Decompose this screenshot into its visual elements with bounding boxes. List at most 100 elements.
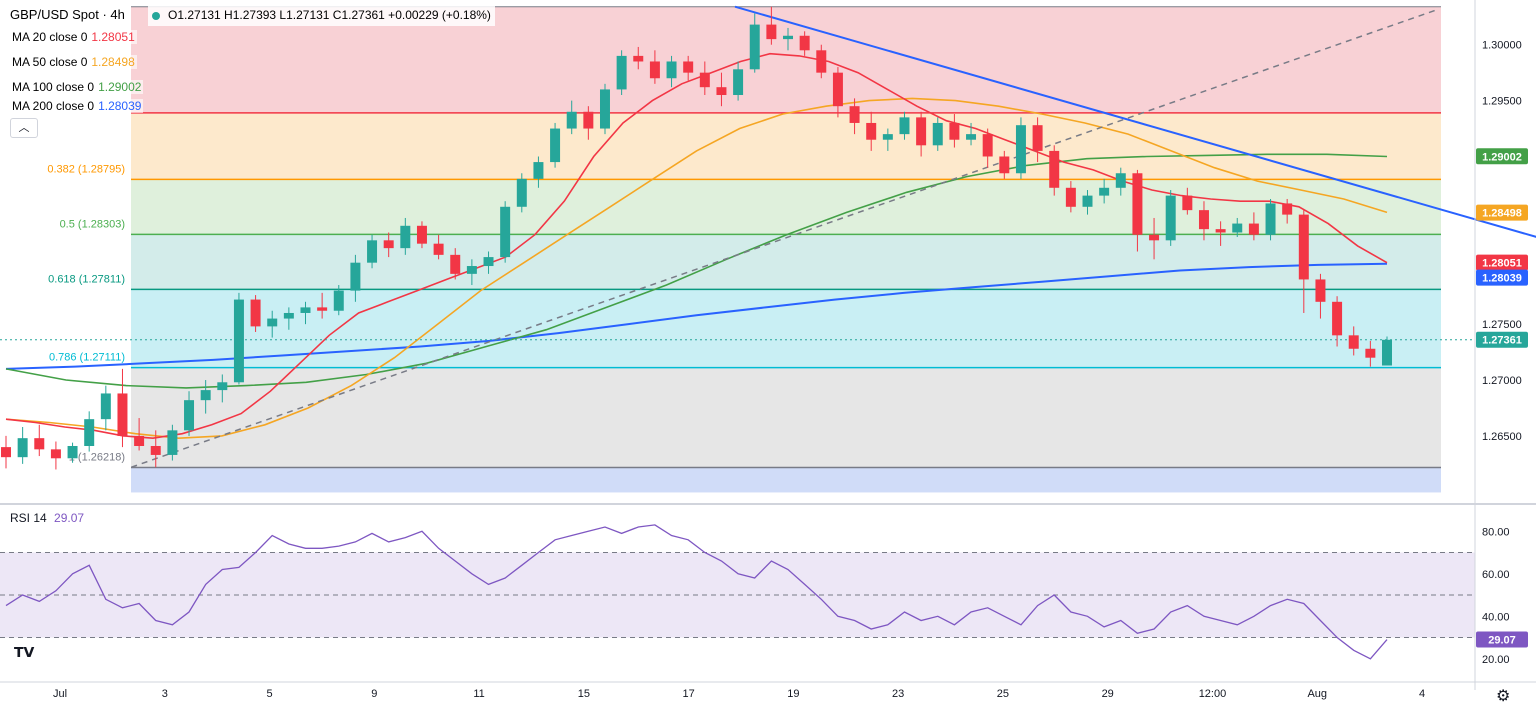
candle [317, 307, 328, 311]
candle [1382, 339, 1392, 366]
candle [799, 35, 810, 51]
price-label-badge [1476, 204, 1528, 221]
time-tick-label: Aug [1307, 688, 1327, 700]
candle [1315, 279, 1326, 302]
candle [167, 430, 178, 455]
price-label-badge [1476, 331, 1528, 348]
fib-label: 0.618 (1.27811) [48, 273, 125, 285]
rsi-legend[interactable]: RSI 14 29.07 [10, 511, 84, 525]
candle [1099, 187, 1110, 196]
candle [1165, 195, 1176, 241]
candle [1082, 195, 1093, 207]
fib-label: 0.786 (1.27111) [49, 352, 125, 364]
candle [1132, 173, 1143, 235]
price-label-text: 1.29002 [1482, 151, 1522, 163]
downtrend-line [734, 5, 1536, 238]
ohlc-readout: O1.27131 H1.27393 L1.27131 C1.27361 +0.0… [148, 4, 495, 26]
ma200-value: 1.28039 [98, 99, 142, 113]
candle [866, 122, 877, 140]
symbol-title[interactable]: GBP/USD Spot · 4h [10, 7, 125, 22]
price-label-text: 1.28039 [1482, 273, 1522, 285]
candle [416, 225, 427, 244]
price-label-text: 1.28051 [1482, 258, 1522, 270]
fib-zone [131, 112, 1441, 180]
price-label-badge [1476, 254, 1528, 271]
candle [649, 61, 660, 79]
indicator-ma100[interactable]: MA 100 close 0 1.29002 [10, 80, 144, 94]
candle [666, 61, 677, 79]
ma50-value: 1.28498 [91, 55, 135, 69]
candle [117, 393, 128, 436]
candle [1332, 301, 1343, 336]
gear-icon[interactable]: ⚙ [1496, 688, 1511, 705]
price-tick-label: 1.27500 [1482, 319, 1522, 331]
tradingview-logo-icon[interactable]: 𝗧𝗩 [14, 644, 35, 660]
candle [899, 117, 910, 135]
candle [17, 438, 28, 458]
candle [283, 312, 294, 319]
candle [533, 162, 544, 179]
candle [134, 435, 145, 446]
candle [599, 89, 610, 129]
chart-title[interactable]: GBP/USD Spot · 4h [4, 4, 131, 26]
candle [999, 156, 1010, 174]
candle [1348, 335, 1359, 349]
candle [50, 449, 61, 459]
price-tick-label: 1.27000 [1482, 375, 1522, 387]
candle [716, 87, 727, 96]
chevron-up-icon: ︿ [18, 122, 30, 134]
indicator-ma200[interactable]: MA 200 close 0 1.28039 [10, 99, 144, 113]
price-tick-label: 1.29500 [1482, 96, 1522, 108]
candle [832, 72, 843, 107]
indicator-ma20[interactable]: MA 20 close 0 1.28051 [10, 30, 137, 44]
ma20-line [5, 52, 1388, 440]
candle [1265, 203, 1276, 235]
fib-label: 0.5 (1.28303) [60, 218, 125, 230]
collapse-legend-button[interactable]: ︿ [10, 118, 38, 138]
price-label-text: 1.27361 [1482, 335, 1522, 347]
time-tick-label: 23 [892, 688, 904, 700]
candle [1215, 229, 1226, 233]
ma20-value: 1.28051 [91, 30, 135, 44]
candle [766, 24, 777, 40]
candle [816, 50, 827, 73]
rsi-tick-label: 40.00 [1482, 611, 1510, 623]
time-tick-label: 17 [682, 688, 694, 700]
fib-zone [131, 289, 1441, 368]
time-tick-label: 5 [266, 688, 272, 700]
rsi-tick-label: 20.00 [1482, 654, 1510, 666]
ma200-label: MA 200 close 0 [12, 99, 95, 113]
time-tick-label: 25 [997, 688, 1009, 700]
candle [267, 318, 278, 327]
rsi-value-badge-text: 29.07 [1488, 634, 1516, 646]
candle [966, 134, 977, 140]
candle [400, 225, 411, 249]
candle [566, 111, 577, 129]
candle [34, 438, 45, 450]
candle [633, 55, 644, 62]
fib-zone-bottom [131, 467, 1441, 493]
rsi-line [5, 524, 1388, 660]
fib-zone [131, 179, 1441, 235]
candle [882, 134, 893, 140]
rsi-tick-label: 80.00 [1482, 526, 1510, 538]
candle [1015, 125, 1026, 174]
time-tick-label: 12:00 [1199, 688, 1227, 700]
indicator-ma50[interactable]: MA 50 close 0 1.28498 [10, 55, 137, 69]
fib-zone [131, 367, 1441, 468]
candle [500, 206, 511, 258]
candle [383, 240, 394, 249]
candle [733, 69, 744, 96]
rsi-value-badge [1476, 631, 1528, 648]
candle [1115, 173, 1126, 188]
price-label-text: 1.28498 [1482, 208, 1522, 220]
ohlc-text: O1.27131 H1.27393 L1.27131 C1.27361 +0.0… [168, 8, 491, 22]
candle [217, 382, 228, 391]
candle [550, 128, 561, 163]
candle [1, 447, 11, 458]
candle [233, 299, 244, 383]
time-tick-label: 29 [1102, 688, 1114, 700]
candle [1065, 187, 1076, 207]
candle [1182, 195, 1193, 211]
